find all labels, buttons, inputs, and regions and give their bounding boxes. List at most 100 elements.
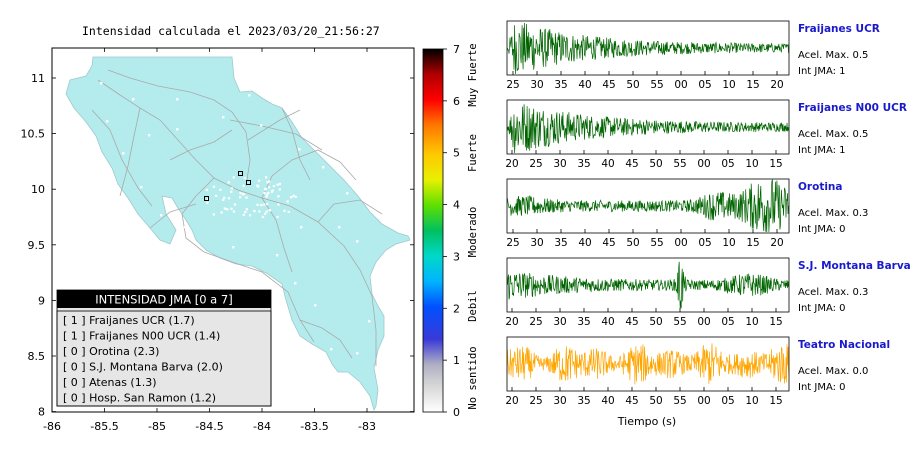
road — [247, 109, 301, 141]
town-dot — [106, 120, 109, 123]
waveform-panel: 20 25 30 35 40 45 50 55 00 05 10 15 S.J. Montana Bar… — [505, 257, 910, 328]
town-dot — [265, 195, 268, 198]
town-dot — [239, 192, 242, 195]
legend-items: [ 1 ] Fraijanes UCR (1.7) [ 1 ] Fraijanes… — [63, 314, 223, 405]
town-dot — [242, 184, 245, 187]
town-dot — [243, 176, 246, 180]
town-dot — [278, 188, 281, 191]
map-y-tick-label: 11 — [31, 72, 45, 85]
colorbar-tick-label: 6 — [453, 95, 460, 108]
road — [229, 119, 323, 151]
town-dot — [290, 196, 293, 199]
town-dot — [265, 176, 268, 179]
station-jma-intensity: Int JMA: 1 — [798, 145, 846, 156]
station-marker[interactable] — [246, 180, 251, 185]
waveform-x-tick-label: 25 — [506, 79, 519, 91]
station-marker[interactable] — [238, 171, 243, 176]
station-accel-max: Acel. Max. 0.5 — [798, 129, 868, 140]
waveform-x-tick-label: 00 — [697, 395, 710, 407]
waveform-x-tick-label: 30 — [553, 395, 566, 407]
waveform-frame — [506, 20, 790, 76]
waveform-frame — [506, 257, 790, 313]
town-dot — [267, 191, 270, 195]
map-frame — [51, 47, 415, 413]
town-dot — [222, 116, 225, 119]
waveform-x-tick-label: 15 — [769, 395, 782, 407]
map-x-tick-label: -86 — [43, 420, 61, 433]
waveform-x-tick-label: 55 — [650, 79, 663, 91]
town-dot — [122, 152, 125, 155]
station-marker[interactable] — [204, 196, 209, 201]
town-dot — [330, 348, 333, 351]
colorbar-tick-label: 7 — [453, 43, 460, 56]
map-x-tick-label: -84 — [253, 420, 271, 433]
legend-item-label: [ 0 ] S.J. Montana Barva (2.0) — [63, 361, 223, 374]
waveform-x-tick-label: 10 — [745, 158, 758, 170]
town-dot — [222, 198, 225, 201]
waveform-x-tick-label: 45 — [625, 158, 638, 170]
map-x-tick-label: -85.5 — [90, 420, 118, 433]
town-dot — [294, 282, 297, 285]
town-dot — [132, 98, 135, 101]
colorbar-category-label: Muy Fuerte — [467, 43, 479, 106]
waveform-x-tick-label: 20 — [770, 79, 783, 91]
colorbar-scale — [422, 48, 444, 413]
station-jma-intensity: Int JMA: 0 — [798, 382, 846, 393]
legend-item-label: [ 0 ] Atenas (1.3) — [63, 376, 157, 389]
town-dot — [260, 124, 263, 127]
town-dot — [276, 215, 279, 219]
town-dot — [232, 210, 236, 213]
waveform-x-tick-label: 25 — [529, 316, 542, 328]
waveform-x-tick-label: 40 — [601, 158, 614, 170]
waveform-x-tick-label: 35 — [577, 316, 590, 328]
waveform-frame — [506, 336, 790, 392]
road-network — [91, 69, 383, 366]
colorbar-labels: Muy Fuerte Fuerte Moderado Debil No sentido — [467, 43, 479, 409]
town-dot — [263, 203, 266, 206]
legend-item-label: [ 0 ] Hosp. San Ramon (1.2) — [63, 392, 216, 405]
waveform-trace — [506, 261, 790, 309]
waveform-x-tick-label: 35 — [554, 79, 567, 91]
map-y-tick-label: 8.5 — [28, 350, 46, 363]
town-dot — [253, 209, 256, 213]
waveform-x-tick-label: 40 — [601, 316, 614, 328]
road — [169, 129, 233, 161]
town-dot — [338, 226, 341, 229]
colorbar-tick-label: 1 — [453, 354, 460, 367]
waveform-trace — [506, 22, 790, 75]
town-dot — [368, 320, 371, 323]
waveform-x-tick-label: 35 — [554, 237, 567, 249]
waveform-frame — [506, 99, 790, 155]
town-dot — [176, 128, 179, 131]
town-dot — [256, 184, 259, 187]
waveform-x-tick-label: 20 — [505, 158, 518, 170]
waveform-x-tick-label: 10 — [722, 237, 735, 249]
town-dot — [256, 203, 259, 206]
town-dot — [322, 166, 325, 169]
colorbar-category-label: Debil — [467, 290, 479, 322]
waveform-panel: 20 25 30 35 40 45 50 55 00 05 10 15 Teatro Nacional A… — [505, 336, 890, 407]
waveform-x-tick-label: 05 — [721, 395, 734, 407]
map-y-tick-label: 9 — [38, 294, 45, 307]
town-dot — [248, 214, 252, 217]
legend-items-box — [56, 310, 272, 407]
town-dot — [278, 182, 281, 186]
waveform-x-tick-label: 00 — [697, 316, 710, 328]
waveform-frame — [506, 178, 790, 234]
town-dot — [263, 191, 266, 195]
colorbar-ticks: 7 6 5 4 3 2 1 0 — [443, 43, 460, 419]
road — [91, 109, 153, 207]
waveform-x-tick-label: 40 — [578, 237, 591, 249]
road — [261, 149, 357, 199]
waveform-x-tick-label: 35 — [577, 158, 590, 170]
town-dot — [242, 213, 245, 216]
map-y-axis: 11 10.5 10 9.5 9 8.5 8 — [21, 72, 414, 419]
colorbar-tick-label: 2 — [453, 302, 460, 315]
station-markers — [204, 171, 251, 201]
town-dot — [294, 195, 297, 198]
town-dot — [276, 183, 279, 186]
waveform-x-tick-label: 25 — [506, 237, 519, 249]
waveform-x-tick-label: 50 — [626, 237, 639, 249]
station-accel-max: Acel. Max. 0.5 — [798, 50, 868, 61]
station-jma-intensity: Int JMA: 0 — [798, 224, 846, 235]
